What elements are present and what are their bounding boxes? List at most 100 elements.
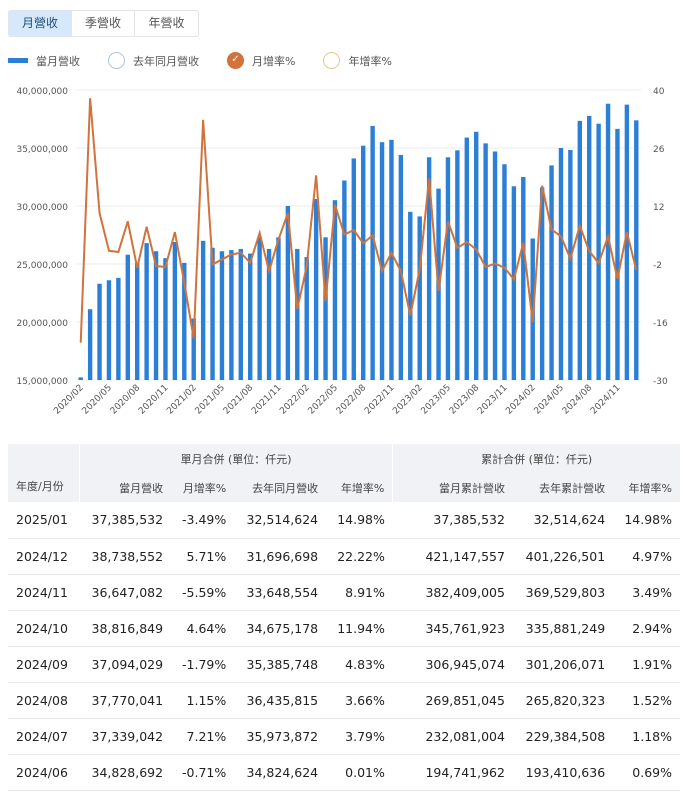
revenue-bar[interactable]	[219, 251, 225, 380]
revenue-bar[interactable]	[172, 241, 178, 380]
x-axis-tick: 2024/02	[504, 383, 538, 417]
x-axis-tick: 2022/02	[278, 383, 312, 417]
revenue-bar[interactable]	[191, 318, 196, 380]
left-axis-tick: 25,000,000	[16, 261, 68, 271]
revenue-bar[interactable]	[615, 128, 620, 380]
table-cell: 382,409,005	[392, 574, 513, 611]
revenue-bar[interactable]	[229, 250, 234, 380]
table-cell: 11.94%	[326, 610, 393, 647]
table-cell: 37,770,041	[79, 682, 172, 719]
x-axis-tick: 2023/05	[420, 383, 454, 417]
revenue-bar[interactable]	[417, 216, 422, 380]
table-cell: 0.69%	[613, 754, 680, 791]
table-cell: 4.97%	[613, 538, 680, 575]
table-cell: 401,226,501	[512, 538, 614, 575]
table-cell: 229,384,508	[512, 718, 614, 755]
revenue-bar[interactable]	[577, 120, 582, 380]
revenue-bar[interactable]	[97, 283, 102, 380]
revenue-bar[interactable]	[106, 280, 112, 380]
table-cell: 34,824,624	[234, 754, 327, 791]
table-cell: 1.52%	[613, 682, 680, 719]
revenue-bar[interactable]	[163, 258, 168, 380]
circle-unchecked-icon	[323, 52, 341, 69]
revenue-bar[interactable]	[483, 143, 488, 380]
revenue-bar[interactable]	[257, 237, 262, 380]
table-cell: 38,816,849	[79, 610, 172, 647]
revenue-bar[interactable]	[408, 211, 413, 380]
revenue-bar[interactable]	[304, 257, 309, 380]
revenue-bar[interactable]	[426, 157, 432, 380]
revenue-bar[interactable]	[78, 377, 83, 380]
revenue-bar[interactable]	[285, 206, 291, 380]
revenue-bar[interactable]	[605, 103, 611, 380]
revenue-bar[interactable]	[238, 248, 243, 380]
legend-monthly-revenue[interactable]: 當月營收	[8, 53, 80, 69]
revenue-bar[interactable]	[153, 251, 159, 380]
revenue-bar[interactable]	[342, 180, 347, 380]
table-row: 2024/08 37,770,041 1.15% 36,435,815 3.66% 269…	[8, 682, 680, 719]
revenue-bar[interactable]	[587, 115, 592, 380]
revenue-bar[interactable]	[351, 158, 356, 380]
table-cell: 301,206,071	[512, 646, 614, 683]
legend-last-year-revenue[interactable]: 去年同月營收	[108, 52, 199, 69]
revenue-bar[interactable]	[144, 243, 149, 380]
revenue-bar[interactable]	[87, 309, 93, 380]
revenue-bar[interactable]	[596, 123, 601, 380]
revenue-bar[interactable]	[398, 154, 404, 380]
revenue-bar[interactable]	[455, 150, 460, 380]
revenue-bar[interactable]	[125, 254, 130, 380]
table-cell: 369,529,803	[512, 574, 614, 611]
col-header: 去年累計營收	[512, 474, 614, 502]
tab-monthly[interactable]: 月營收	[9, 11, 72, 36]
revenue-bar[interactable]	[361, 145, 366, 380]
revenue-bar[interactable]	[200, 240, 206, 380]
table-cell: 335,881,249	[512, 610, 614, 647]
revenue-bar[interactable]	[511, 186, 517, 380]
x-axis-tick: 2024/08	[561, 383, 595, 417]
table-cell: 3.66%	[326, 682, 393, 719]
legend-mom[interactable]: ✓ 月增率%	[227, 52, 295, 69]
table-cell: 232,081,004	[392, 718, 513, 755]
table-cell: 2024/11	[8, 574, 80, 611]
table-cell: 32,514,624	[234, 502, 327, 539]
revenue-bar[interactable]	[445, 157, 451, 380]
legend-yoy[interactable]: 年增率%	[323, 52, 392, 69]
revenue-bar[interactable]	[389, 139, 394, 380]
revenue-bar[interactable]	[502, 164, 507, 380]
right-axis-tick: 40	[653, 87, 665, 97]
revenue-bar[interactable]	[549, 165, 554, 380]
tab-yearly[interactable]: 年營收	[148, 16, 185, 30]
x-axis-tick: 2020/05	[81, 383, 115, 417]
revenue-bar[interactable]	[266, 248, 272, 380]
revenue-bar[interactable]	[295, 248, 300, 380]
revenue-bar[interactable]	[558, 148, 564, 380]
revenue-bar[interactable]	[182, 262, 187, 380]
revenue-bar[interactable]	[521, 177, 526, 380]
revenue-bar[interactable]	[370, 125, 375, 381]
revenue-chart: 40,000,000 40 35,000,000 26 30,000,000 12 25,0…	[16, 87, 668, 417]
period-tabs: 月營收 季營收 年營收	[8, 10, 199, 37]
revenue-bar[interactable]	[276, 237, 281, 380]
table-cell: 34,675,178	[234, 610, 327, 647]
revenue-bar[interactable]	[135, 262, 140, 380]
tab-quarterly[interactable]: 季營收	[72, 11, 135, 36]
revenue-bar[interactable]	[464, 137, 469, 380]
revenue-bar[interactable]	[379, 142, 385, 380]
revenue-bar[interactable]	[116, 277, 121, 380]
table-cell: 2024/07	[8, 718, 80, 755]
revenue-bar[interactable]	[634, 120, 639, 381]
revenue-bar[interactable]	[492, 151, 498, 380]
revenue-bar[interactable]	[539, 187, 545, 380]
x-axis-tick: 2024/05	[533, 383, 567, 417]
revenue-bar[interactable]	[313, 199, 319, 380]
revenue-bar[interactable]	[210, 247, 215, 380]
revenue-bar[interactable]	[474, 131, 479, 380]
revenue-bar[interactable]	[568, 149, 573, 380]
revenue-bar[interactable]	[248, 253, 253, 380]
revenue-bar[interactable]	[323, 237, 328, 380]
table-cell: 37,339,042	[79, 718, 172, 755]
x-axis-tick: 2020/02	[52, 383, 86, 417]
x-axis-tick: 2023/02	[391, 383, 425, 417]
revenue-bar[interactable]	[332, 200, 338, 380]
revenue-bar[interactable]	[624, 104, 630, 380]
